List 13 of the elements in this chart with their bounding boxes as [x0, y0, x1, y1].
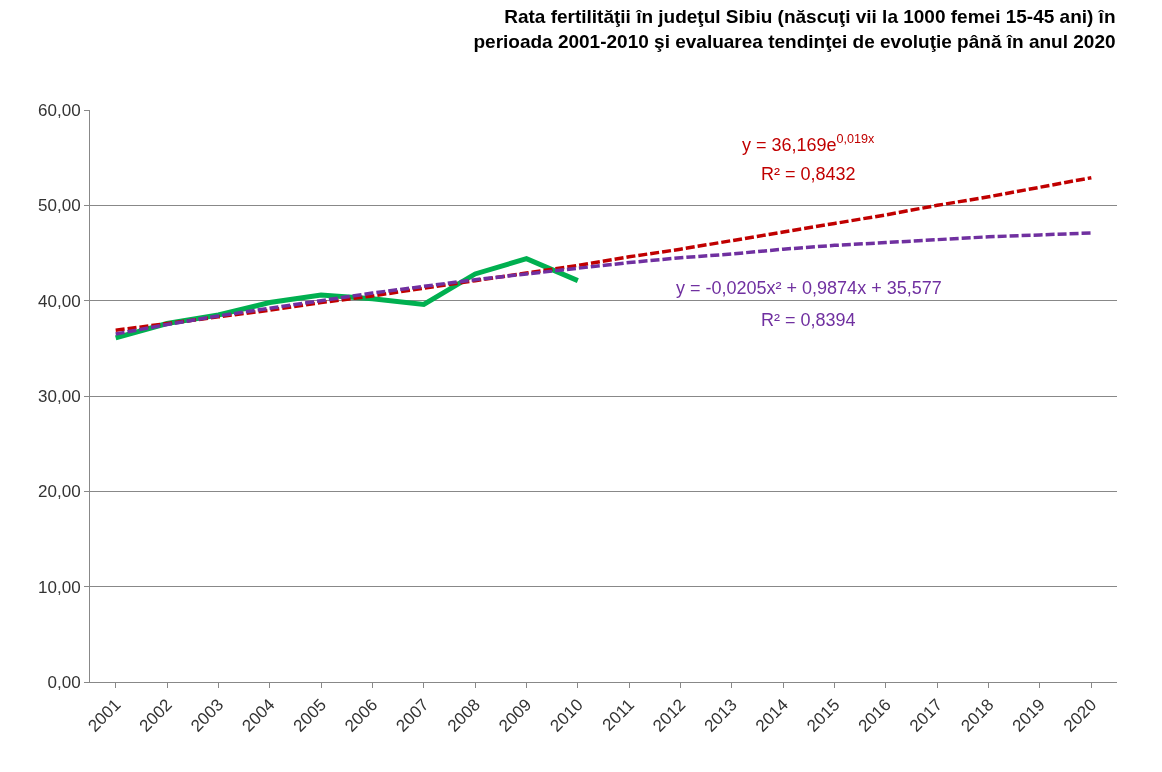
- y-tick-label: 40,00: [38, 291, 81, 311]
- annotation: R² = 0,8394: [761, 310, 856, 330]
- y-tick-label: 60,00: [38, 100, 81, 120]
- line-series: [113, 231, 1094, 336]
- y-tick-label: 10,00: [38, 577, 81, 597]
- y-tick-label: 50,00: [38, 196, 81, 216]
- annotation: y = 36,169e$^{0,019x}$: [742, 132, 876, 155]
- y-tick-label: 0,00: [47, 672, 81, 692]
- annotation: R² = 0,8432: [761, 164, 856, 184]
- annotation: y = -0,0205x² + 0,9874x + 35,577: [676, 278, 942, 298]
- chart-title: Rata fertilităţii în judeţul Sibiu (născuţi vii la 1000 femei 15-45 ani) în perioada 2001-2010 şi evaluarea tendinţei de evoluţie până în anul 2020: [473, 6, 1116, 52]
- y-tick-label: 20,00: [38, 482, 81, 502]
- y-tick-label: 30,00: [38, 386, 81, 406]
